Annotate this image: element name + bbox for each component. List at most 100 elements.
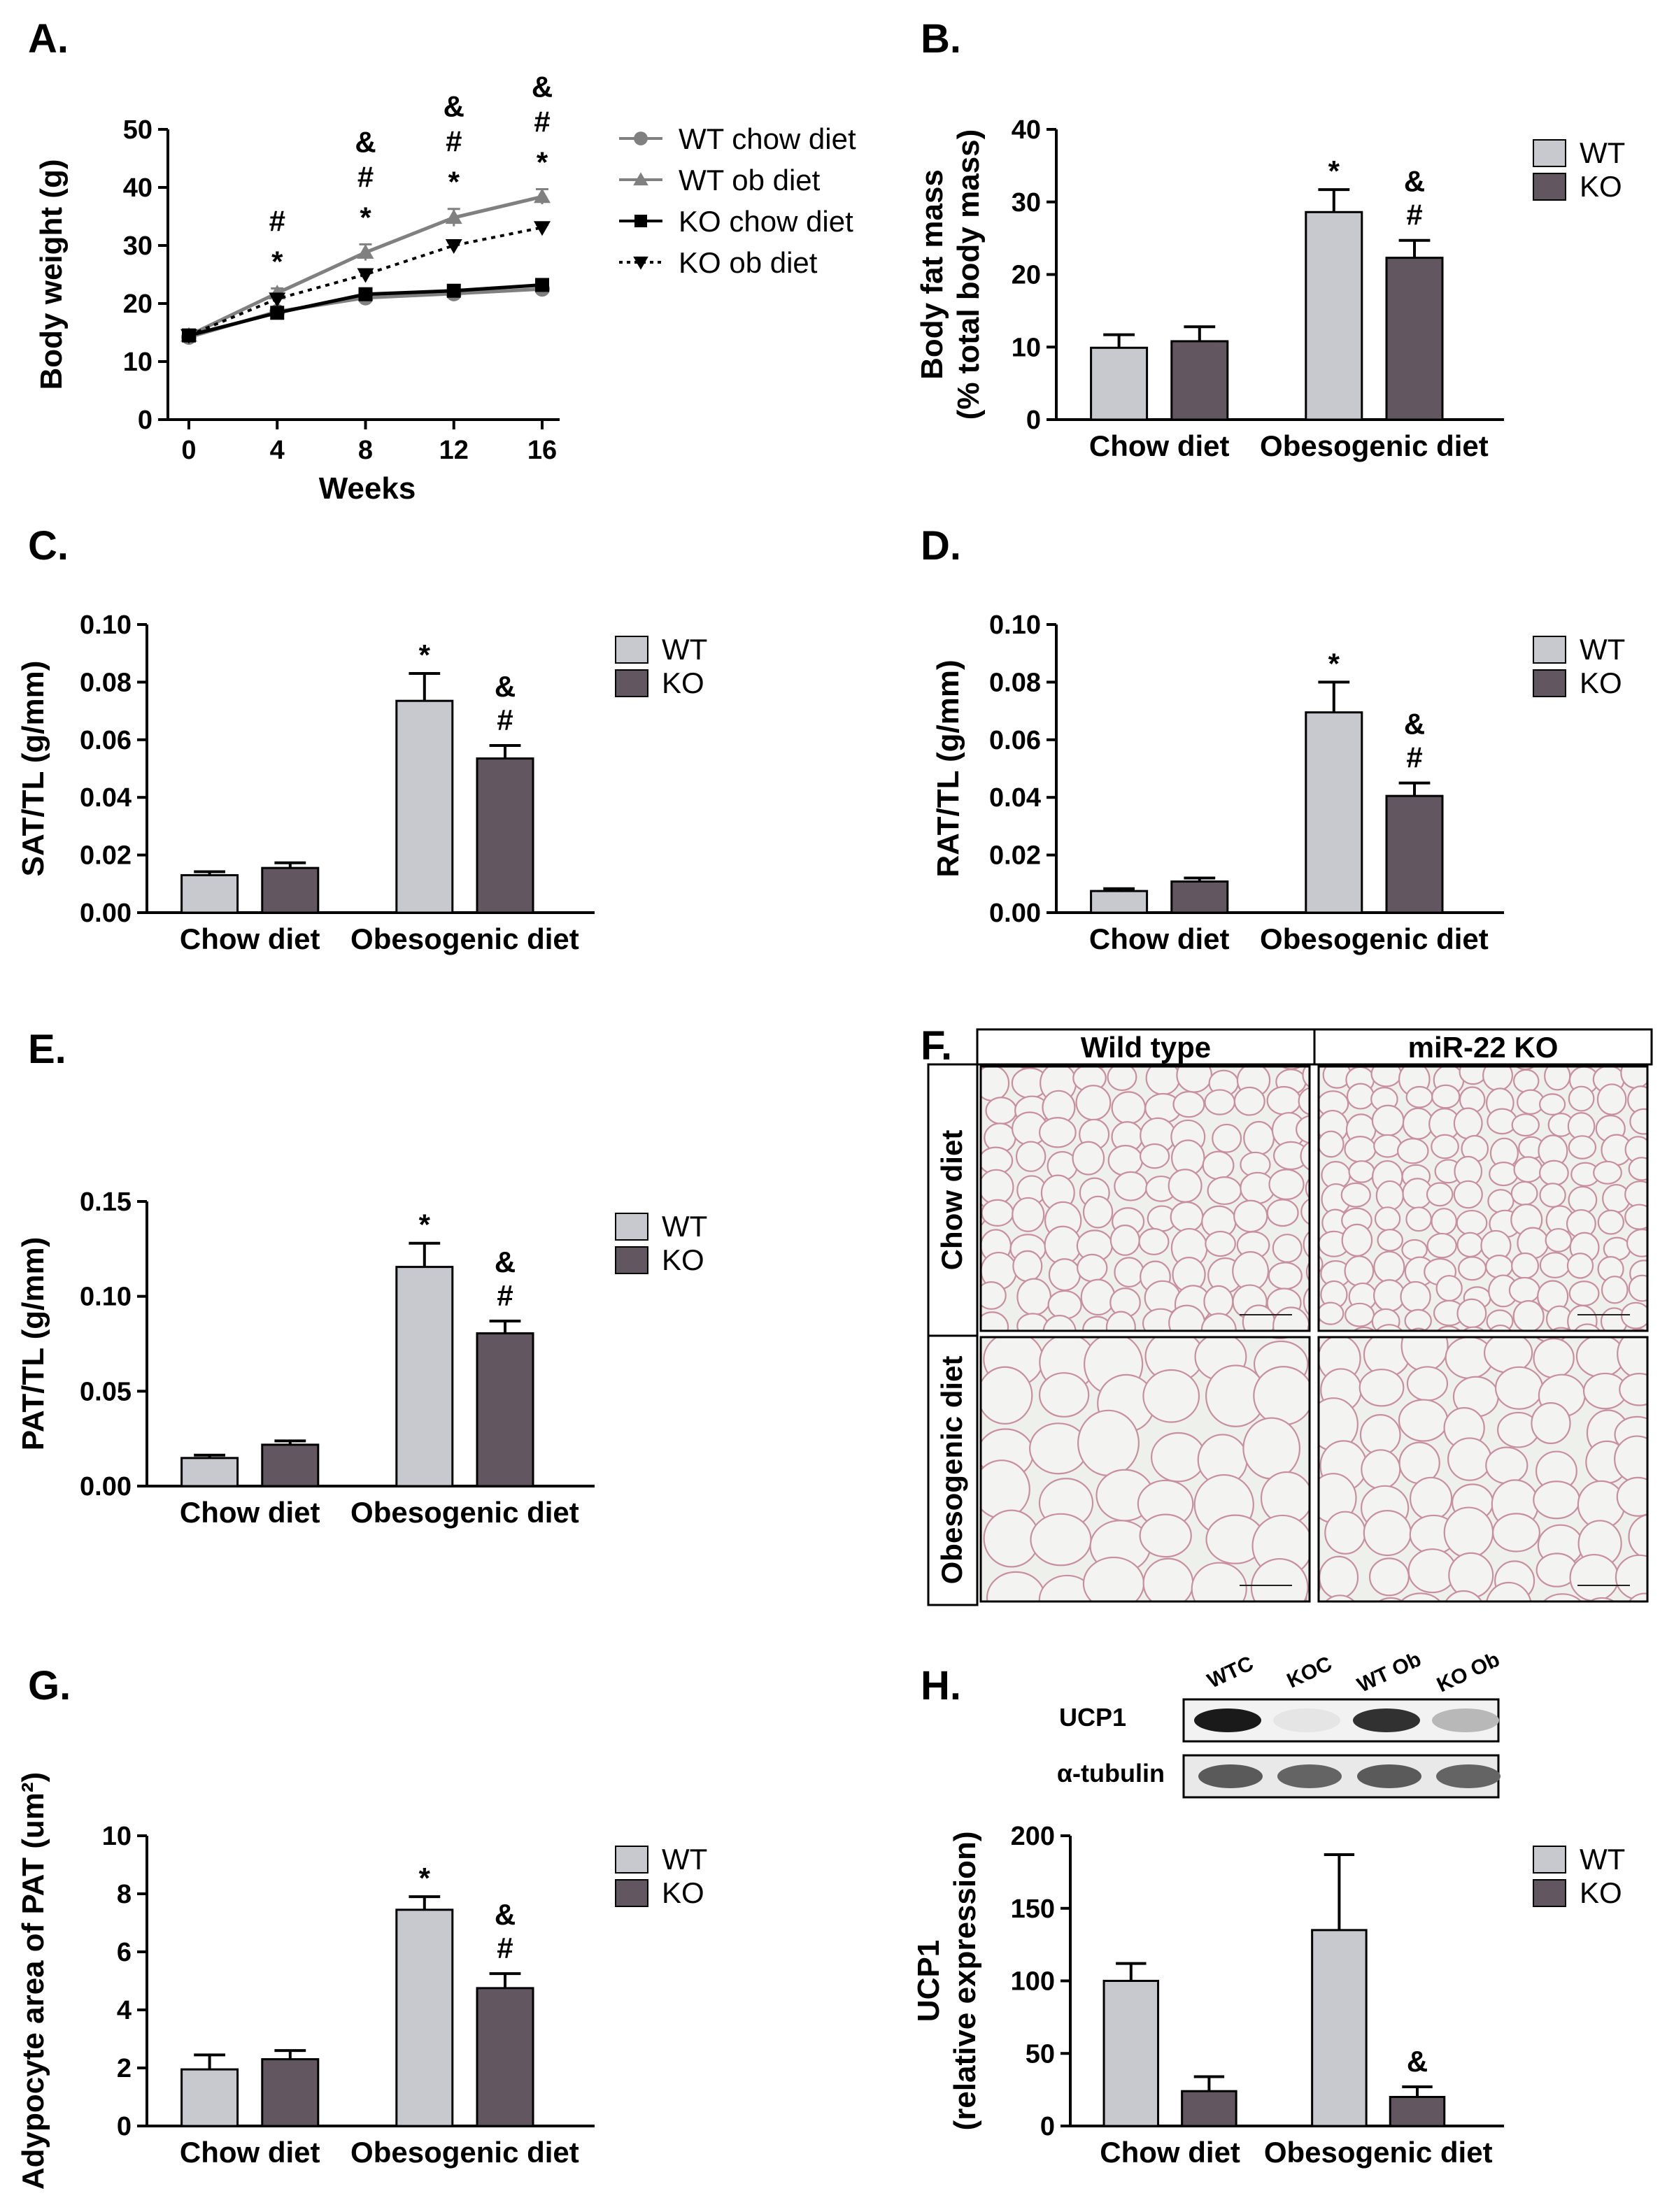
adipocyte — [1298, 1087, 1310, 1115]
column-header-box — [1313, 1028, 1653, 1066]
adipocyte — [1344, 1136, 1377, 1163]
adipocyte — [1659, 1138, 1667, 1162]
legend-swatch-ko — [615, 1246, 648, 1274]
significance-mark: * — [537, 145, 548, 178]
legend-swatch-wt — [615, 1846, 648, 1874]
marker-triangle-down — [357, 268, 374, 283]
legend-label: KO chow diet — [679, 205, 853, 238]
adipocyte — [1324, 1594, 1356, 1601]
adipocyte — [1566, 1253, 1594, 1279]
adipocyte — [1448, 1552, 1494, 1599]
chart-panel-g: G. 0 2 4 6 8 10 Adypocyte area of PAT (um²) Chow… — [16, 1663, 707, 2190]
adipocyte — [1426, 1232, 1457, 1259]
adipocyte — [1652, 1322, 1667, 1350]
adipocyte — [1409, 1476, 1453, 1521]
adipocyte — [1341, 1223, 1373, 1257]
y-tick-label: 10 — [102, 1822, 132, 1851]
significance-mark: * — [419, 1862, 431, 1895]
adipocyte — [981, 1199, 1014, 1227]
series-line — [188, 226, 543, 337]
x-category-label: Obesogenic diet — [350, 1496, 579, 1529]
adipocyte — [1016, 1313, 1049, 1331]
marker-triangle-down — [180, 329, 197, 344]
adipocyte — [1268, 1262, 1303, 1290]
adipocyte — [1348, 1160, 1375, 1183]
adipocyte — [1512, 1300, 1545, 1331]
marker-square — [535, 278, 549, 292]
adipocyte — [1168, 1304, 1206, 1331]
adipocyte — [1601, 1276, 1629, 1304]
chart-panel-b: B. 0 10 20 30 40 Body fat mass(% total body ma… — [915, 16, 1625, 462]
y-tick-label: 10 — [1012, 333, 1041, 362]
adipocyte — [1233, 1199, 1268, 1233]
adipocyte — [1139, 1513, 1192, 1558]
marker-square — [358, 287, 373, 301]
y-tick-label: 50 — [123, 115, 152, 145]
adipocyte — [981, 1460, 1030, 1520]
legend-entry: WT ob diet — [619, 164, 821, 197]
adipocyte — [1114, 1171, 1148, 1201]
band-ucp1 — [1432, 1708, 1499, 1732]
significance-mark: # — [497, 704, 513, 736]
significance-mark: # — [1406, 199, 1422, 231]
marker-triangle-up — [534, 188, 551, 204]
y-tick-label: 0 — [117, 2112, 132, 2141]
bar-ko-obesogenic — [1385, 257, 1444, 421]
adipocyte — [1539, 1252, 1570, 1278]
adipocyte — [1048, 1258, 1081, 1292]
adipocyte — [1091, 1612, 1142, 1661]
chart-panel-e: E. 0.00 0.05 0.10 0.15 PAT/TL (g/mm) Chow diet… — [16, 1027, 707, 1529]
panel-letter-d: D. — [921, 523, 961, 569]
row-header-chow-diet: Chow diet — [935, 1130, 968, 1271]
y-axis-title: SAT/TL (g/mm) — [16, 661, 50, 877]
adipocyte — [970, 1606, 1030, 1662]
adipocyte — [1114, 1257, 1144, 1287]
x-tick-label: 0 — [181, 436, 196, 465]
y-axis-title: Adypocyte area of PAT (um²) — [16, 1772, 50, 2190]
adipocyte — [1624, 1204, 1647, 1230]
adipocyte — [1628, 1592, 1647, 1601]
y-axis-title-line: Adypocyte area of PAT (um²) — [16, 1772, 50, 2190]
adipocyte — [1346, 1083, 1375, 1110]
adipocyte — [1654, 1251, 1667, 1280]
bar-wt-chow — [180, 2068, 239, 2127]
bar-wt-chow — [1090, 346, 1149, 421]
adipocyte — [1107, 1144, 1143, 1176]
y-tick-label: 20 — [1012, 261, 1041, 290]
adipocyte — [1628, 1274, 1647, 1302]
y-tick-label: 6 — [117, 1938, 132, 1967]
series-ko-chow-diet — [182, 278, 549, 343]
micrograph-ko-chow — [1319, 1066, 1667, 1350]
adipocyte — [1200, 1313, 1237, 1331]
adipocyte — [1539, 1183, 1566, 1208]
x-category-label: Chow diet — [1089, 429, 1230, 462]
adipocyte — [1172, 1090, 1205, 1118]
significance-mark: * — [271, 245, 283, 278]
adipocyte — [1111, 1091, 1147, 1125]
adipocyte — [1300, 1198, 1310, 1225]
panel-letter-b: B. — [921, 16, 961, 62]
adipocyte — [1426, 1182, 1454, 1207]
bar-wt-chow — [1090, 890, 1149, 914]
bar-wt-obesogenic — [395, 1266, 454, 1487]
adipocyte — [1620, 1301, 1647, 1329]
adipocyte — [1654, 1228, 1667, 1257]
x-tick-label: 4 — [270, 436, 285, 465]
y-tick-label: 8 — [117, 1880, 132, 1909]
adipocyte — [1242, 1417, 1301, 1480]
adipocyte — [1443, 1506, 1494, 1559]
legend-label-wt: WT — [1580, 633, 1625, 666]
adipocyte — [1242, 1304, 1276, 1331]
adipocyte — [1492, 1513, 1540, 1553]
x-axis-title: Weeks — [319, 471, 416, 506]
significance-mark: # — [534, 105, 550, 138]
band-ucp1 — [1194, 1708, 1261, 1732]
bar-ko-chow — [261, 866, 320, 914]
x-tick-label: 16 — [527, 436, 557, 465]
y-tick-label: 0.08 — [989, 668, 1041, 697]
y-axis-title-line: (relative expression) — [948, 1832, 982, 2131]
marker-square — [634, 215, 647, 227]
adipocyte — [1486, 1309, 1514, 1331]
